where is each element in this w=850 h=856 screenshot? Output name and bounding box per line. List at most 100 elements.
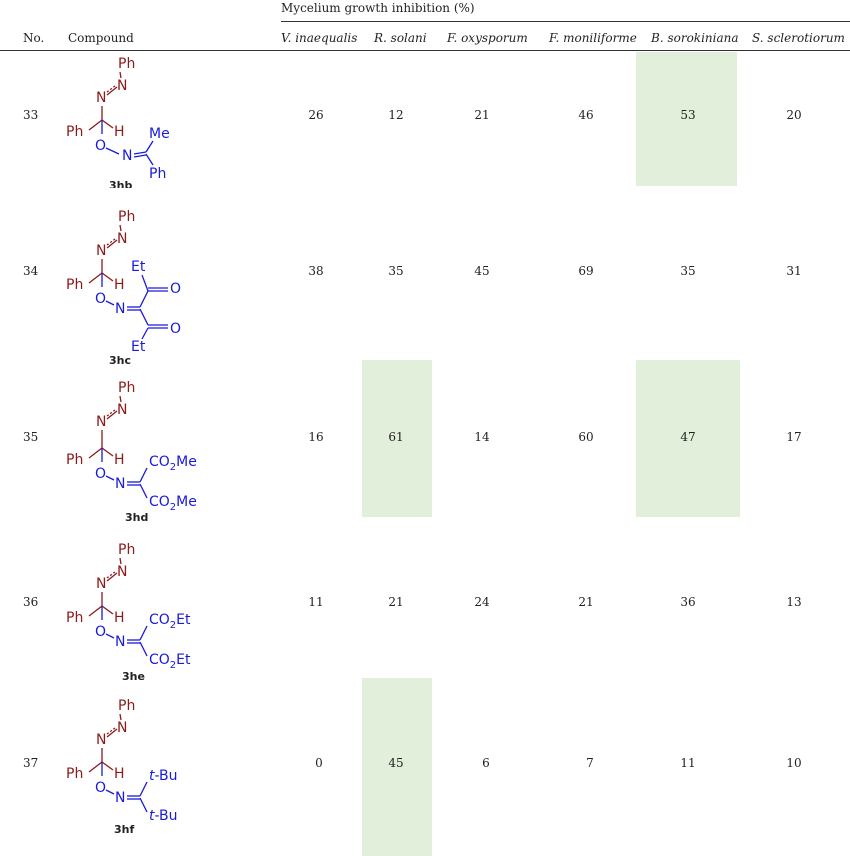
highlight-row35-r-solani: [362, 360, 432, 517]
atom-label: Ph: [66, 610, 83, 626]
atom-label: Ph: [66, 452, 83, 468]
compound-label: 3hb: [109, 179, 132, 188]
atom-label: N: [117, 564, 127, 580]
value-cell: 16: [308, 430, 324, 444]
value-cell: 47: [680, 430, 696, 444]
col-header-b-sorokiniana: B. sorokiniana: [651, 31, 739, 45]
value-cell: 6: [482, 756, 490, 770]
atom-label: N: [96, 576, 106, 592]
value-cell: 12: [388, 108, 404, 122]
atom-label: Ph: [118, 56, 135, 72]
value-cell: 21: [578, 595, 594, 609]
value-cell: 36: [680, 595, 696, 609]
atom-label: Ph: [118, 209, 135, 225]
atom-label: H: [114, 766, 125, 782]
value-cell: 14: [474, 430, 490, 444]
value-cell: 7: [586, 756, 594, 770]
atom-label: N: [115, 476, 125, 492]
atom-label: O: [170, 321, 181, 337]
atom-label: Ph: [118, 542, 135, 558]
atom-label: N: [122, 148, 132, 164]
value-cell: 20: [786, 108, 802, 122]
compound-label: 3hd: [125, 511, 148, 524]
atom-label: Ph: [66, 124, 83, 140]
structure-3he: Ph N N Ph H CO2Et O N CO2Et 3he: [66, 542, 191, 683]
value-cell: 26: [308, 108, 324, 122]
atom-label: N: [117, 231, 127, 247]
value-cell: 0: [315, 756, 323, 770]
compound-label: 3he: [122, 670, 145, 683]
header-bottom-rule: [0, 50, 850, 51]
value-cell: 35: [388, 264, 404, 278]
atom-label: Et: [131, 339, 146, 355]
atom-label: Ph: [118, 380, 135, 396]
compound-label: 3hc: [109, 354, 131, 367]
atom-label: N: [117, 720, 127, 736]
col-header-compound: Compound: [68, 31, 134, 45]
col-header-f-moniliforme: F. moniliforme: [549, 31, 637, 45]
atom-label: N: [117, 402, 127, 418]
value-cell: 60: [578, 430, 594, 444]
atom-label: Me: [149, 126, 170, 142]
group-header-rule: [281, 21, 850, 22]
atom-label: O: [170, 281, 181, 297]
col-header-v-inaequalis: V. inaequalis: [281, 31, 358, 45]
col-header-no: No.: [23, 31, 45, 45]
atom-label: N: [115, 790, 125, 806]
row-number: 33: [23, 108, 39, 122]
value-cell: 21: [388, 595, 404, 609]
atom-label: Et: [131, 259, 146, 275]
value-cell: 11: [680, 756, 696, 770]
highlight-row35-b-sorokiniana: [636, 360, 740, 517]
row-number: 34: [23, 264, 39, 278]
highlight-row37-r-solani: [362, 678, 432, 856]
atom-label: O: [95, 466, 106, 482]
row-number: 36: [23, 595, 39, 609]
atom-label: N: [117, 78, 127, 94]
ester-label: CO2Me: [149, 454, 197, 473]
value-cell: 11: [308, 595, 324, 609]
atom-label: N: [96, 414, 106, 430]
atom-label: N: [115, 301, 125, 317]
value-cell: 31: [786, 264, 802, 278]
highlight-row33-b-sorokiniana: [636, 52, 737, 186]
col-header-f-oxysporum: F. oxysporum: [447, 31, 528, 45]
value-cell: 13: [786, 595, 802, 609]
tbu-label: t-Bu: [149, 808, 178, 824]
value-cell: 45: [474, 264, 490, 278]
atom-label: N: [115, 634, 125, 650]
atom-label: H: [114, 277, 125, 293]
row-number: 35: [23, 430, 39, 444]
value-cell: 61: [388, 430, 404, 444]
structure-3hb: Ph N N Ph H O N Me Ph 3hb: [66, 56, 170, 188]
structure-3hc: Ph N N Ph H Et O O N O Et 3hc: [66, 209, 181, 367]
value-cell: 45: [388, 756, 404, 770]
structure-3hd: Ph N N Ph H CO2Me O N CO2Me 3hd: [66, 380, 197, 524]
group-header: Mycelium growth inhibition (%): [281, 1, 475, 15]
value-cell: 35: [680, 264, 696, 278]
value-cell: 46: [578, 108, 594, 122]
ester-label: CO2Me: [149, 494, 197, 513]
col-header-s-sclerotiorum: S. sclerotiorum: [752, 31, 845, 45]
atom-label: H: [114, 124, 125, 140]
atom-label: O: [95, 138, 106, 154]
atom-label: Ph: [66, 277, 83, 293]
atom-label: O: [95, 624, 106, 640]
atom-label: Ph: [66, 766, 83, 782]
row-number: 37: [23, 756, 39, 770]
atom-label: O: [95, 780, 106, 796]
atom-label: N: [96, 243, 106, 259]
atom-label: H: [114, 452, 125, 468]
value-cell: 21: [474, 108, 490, 122]
value-cell: 38: [308, 264, 324, 278]
value-cell: 10: [786, 756, 802, 770]
atom-label: Ph: [118, 698, 135, 714]
value-cell: 24: [474, 595, 490, 609]
atom-label: Ph: [149, 166, 166, 182]
atom-label: N: [96, 732, 106, 748]
atom-label: N: [96, 90, 106, 106]
value-cell: 69: [578, 264, 594, 278]
col-header-r-solani: R. solani: [374, 31, 427, 45]
compound-label: 3hf: [114, 823, 134, 836]
structure-3hf: Ph N N Ph H t-Bu O N t-Bu 3hf: [66, 698, 178, 836]
